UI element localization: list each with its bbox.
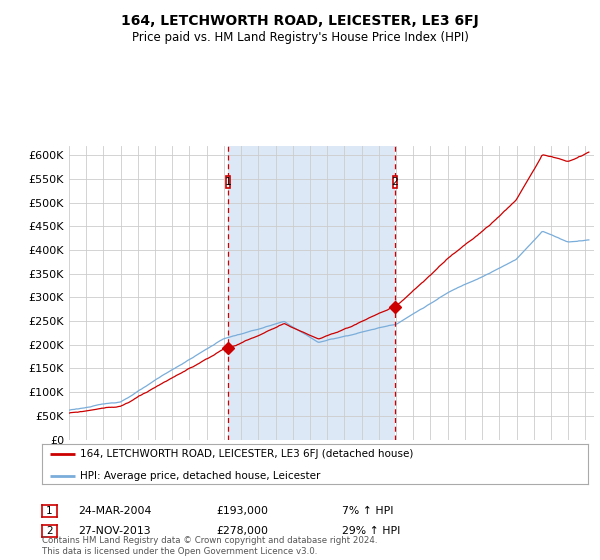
Text: 164, LETCHWORTH ROAD, LEICESTER, LE3 6FJ: 164, LETCHWORTH ROAD, LEICESTER, LE3 6FJ xyxy=(121,14,479,28)
Text: 164, LETCHWORTH ROAD, LEICESTER, LE3 6FJ (detached house): 164, LETCHWORTH ROAD, LEICESTER, LE3 6FJ… xyxy=(80,449,413,459)
Bar xyxy=(228,146,395,440)
Text: 7% ↑ HPI: 7% ↑ HPI xyxy=(342,506,394,516)
FancyBboxPatch shape xyxy=(393,176,397,188)
Text: 29% ↑ HPI: 29% ↑ HPI xyxy=(342,526,400,536)
Text: 1: 1 xyxy=(224,178,231,188)
Text: Price paid vs. HM Land Registry's House Price Index (HPI): Price paid vs. HM Land Registry's House … xyxy=(131,31,469,44)
Text: £193,000: £193,000 xyxy=(216,506,268,516)
Text: 1: 1 xyxy=(46,506,53,516)
Text: 2: 2 xyxy=(46,526,53,536)
Text: HPI: Average price, detached house, Leicester: HPI: Average price, detached house, Leic… xyxy=(80,470,320,480)
Text: £278,000: £278,000 xyxy=(216,526,268,536)
FancyBboxPatch shape xyxy=(226,176,230,188)
Text: 2: 2 xyxy=(391,178,398,188)
Text: 24-MAR-2004: 24-MAR-2004 xyxy=(78,506,151,516)
Text: 27-NOV-2013: 27-NOV-2013 xyxy=(78,526,151,536)
Text: Contains HM Land Registry data © Crown copyright and database right 2024.
This d: Contains HM Land Registry data © Crown c… xyxy=(42,536,377,556)
